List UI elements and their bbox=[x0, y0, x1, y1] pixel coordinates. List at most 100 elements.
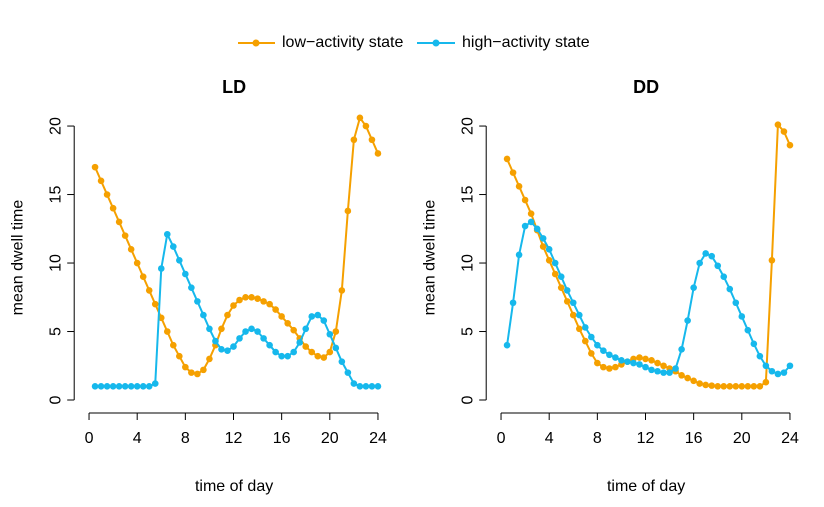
data-point bbox=[163, 328, 171, 335]
data-point bbox=[696, 259, 703, 267]
data-point bbox=[374, 150, 382, 157]
data-point bbox=[708, 382, 716, 389]
data-point bbox=[272, 306, 279, 313]
data-point bbox=[121, 232, 129, 239]
data-point bbox=[266, 341, 273, 349]
legend-point bbox=[432, 39, 440, 47]
y-axis-label: mean dwell time bbox=[9, 200, 26, 316]
data-point bbox=[690, 377, 697, 385]
data-point bbox=[151, 300, 159, 308]
data-point bbox=[720, 383, 728, 390]
data-point bbox=[103, 191, 111, 198]
data-point bbox=[254, 295, 261, 302]
data-point bbox=[356, 114, 364, 122]
data-point bbox=[545, 256, 553, 264]
y-tick-label: 10 bbox=[459, 254, 476, 272]
data-point bbox=[338, 358, 346, 365]
data-point bbox=[290, 348, 297, 356]
data-point bbox=[539, 235, 547, 242]
data-point bbox=[654, 367, 661, 375]
data-point bbox=[612, 363, 619, 371]
data-point bbox=[575, 311, 583, 319]
data-point bbox=[109, 204, 117, 212]
data-point bbox=[744, 383, 752, 390]
x-tick-label: 4 bbox=[133, 430, 142, 447]
legend: low−activity state high−activity state bbox=[238, 34, 590, 51]
data-point bbox=[242, 293, 249, 301]
data-point bbox=[236, 335, 243, 342]
data-point bbox=[350, 380, 358, 387]
data-point bbox=[762, 362, 770, 370]
data-point bbox=[750, 340, 758, 348]
data-point bbox=[170, 341, 177, 349]
data-point bbox=[314, 311, 322, 319]
data-point bbox=[575, 325, 583, 333]
data-point bbox=[314, 352, 322, 360]
data-point bbox=[206, 355, 213, 363]
data-point bbox=[732, 299, 740, 307]
data-point bbox=[139, 383, 147, 390]
y-tick-label: 0 bbox=[47, 395, 64, 404]
data-point bbox=[557, 273, 565, 281]
legend-point bbox=[252, 39, 260, 47]
data-point bbox=[636, 354, 643, 361]
data-point bbox=[557, 284, 565, 291]
data-point bbox=[218, 346, 225, 353]
panel-title: DD bbox=[633, 77, 659, 97]
data-point bbox=[648, 356, 655, 364]
data-point bbox=[521, 222, 529, 230]
data-point bbox=[176, 352, 183, 360]
data-point bbox=[121, 383, 129, 390]
data-point bbox=[170, 243, 177, 250]
data-point bbox=[103, 383, 111, 390]
data-point bbox=[302, 325, 310, 333]
y-tick-label: 15 bbox=[47, 186, 64, 204]
data-point bbox=[320, 317, 328, 324]
data-point bbox=[648, 366, 655, 374]
data-point bbox=[588, 333, 595, 341]
data-point bbox=[509, 169, 517, 176]
data-point bbox=[539, 243, 547, 250]
data-point bbox=[786, 362, 794, 370]
data-point bbox=[696, 380, 703, 387]
data-point bbox=[678, 346, 685, 353]
data-point bbox=[509, 299, 517, 307]
data-point bbox=[503, 341, 511, 349]
data-point bbox=[732, 383, 740, 390]
data-point bbox=[642, 355, 649, 363]
data-point bbox=[338, 287, 346, 294]
x-tick-label: 4 bbox=[545, 430, 554, 447]
data-point bbox=[768, 367, 776, 375]
data-point bbox=[786, 141, 794, 149]
data-point bbox=[503, 155, 511, 163]
x-tick-label: 8 bbox=[593, 430, 602, 447]
data-point bbox=[182, 363, 189, 371]
data-point bbox=[260, 335, 267, 342]
data-point bbox=[115, 383, 123, 390]
data-point bbox=[738, 313, 746, 320]
data-point bbox=[266, 300, 273, 308]
data-point bbox=[109, 383, 117, 390]
data-point bbox=[332, 328, 340, 335]
y-tick-label: 15 bbox=[459, 186, 476, 204]
data-point bbox=[127, 383, 135, 390]
data-point bbox=[157, 265, 165, 272]
data-point bbox=[515, 251, 523, 259]
data-point bbox=[230, 302, 237, 309]
data-point bbox=[774, 370, 782, 378]
data-point bbox=[200, 311, 207, 319]
data-point bbox=[612, 354, 619, 361]
data-point bbox=[133, 383, 141, 390]
x-tick-label: 12 bbox=[637, 430, 655, 447]
data-point bbox=[145, 287, 153, 294]
data-point bbox=[726, 285, 734, 293]
data-point bbox=[630, 359, 637, 367]
data-point bbox=[188, 369, 195, 376]
data-point bbox=[702, 381, 709, 389]
data-point bbox=[569, 299, 577, 307]
data-point bbox=[115, 218, 123, 226]
data-point bbox=[194, 298, 201, 305]
data-point bbox=[248, 293, 255, 301]
x-tick-label: 20 bbox=[321, 430, 339, 447]
